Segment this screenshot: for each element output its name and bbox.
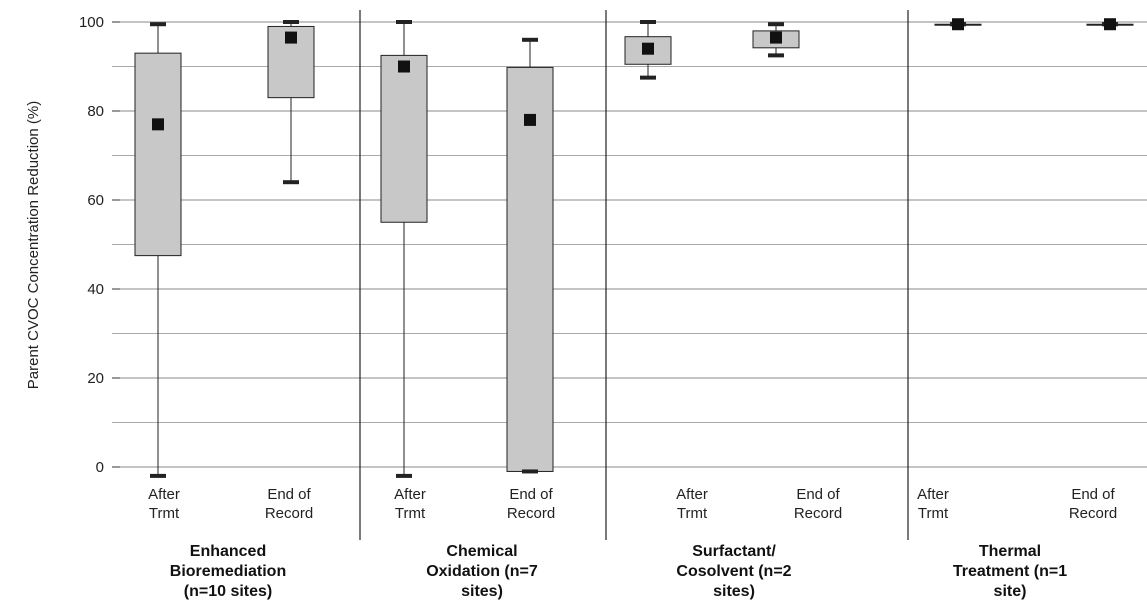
box [134,52,182,257]
x-tick-label: End of Record [506,486,556,522]
x-tick-label: End of Record [793,486,843,522]
x-tick-label: After Trmt [394,486,426,522]
y-tick-label: 0 [96,459,104,476]
x-tick-label: After Trmt [148,486,180,522]
x-tick-label: After Trmt [917,486,949,522]
mean-marker [1104,18,1116,31]
mean-marker [152,118,164,131]
mean-marker [398,60,410,73]
box [506,66,554,472]
group-label: Chemical Oxidation (n=7 sites) [426,543,538,600]
y-tick-label: 40 [87,281,104,298]
group-label: Enhanced Bioremediation (n=10 sites) [169,543,287,600]
group-label: Thermal Treatment (n=1 site) [952,543,1068,600]
mean-marker [642,42,654,55]
y-axis-label: Parent CVOC Concentration Reduction (%) [25,101,42,389]
y-tick-label: 60 [87,192,104,209]
mean-marker [285,31,297,44]
group-label: Surfactant/ Cosolvent (n=2 sites) [676,543,792,600]
y-tick-label: 100 [79,14,104,31]
mean-marker [524,113,536,126]
x-tick-label: End of Record [264,486,314,522]
mean-marker [770,31,782,44]
x-tick-label: After Trmt [676,486,708,522]
y-tick-label: 80 [87,103,104,120]
y-tick-label: 20 [87,370,104,387]
mean-marker [952,18,964,31]
box [380,54,428,223]
x-tick-label: End of Record [1068,486,1118,522]
